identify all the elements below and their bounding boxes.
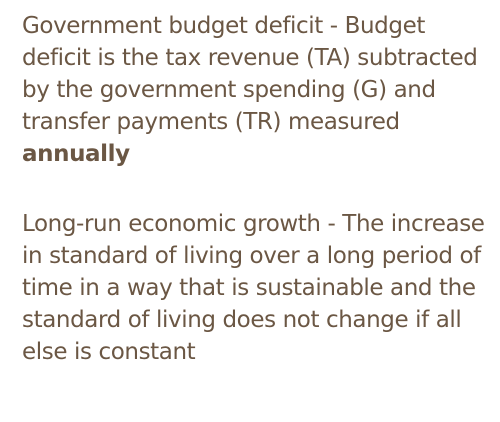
definition-long-run-growth: Long-run economic growth - The increase … [22, 208, 492, 368]
notes-content: Government budget deficit - Budget defic… [22, 10, 492, 368]
definition-budget-deficit: Government budget deficit - Budget defic… [22, 10, 492, 170]
definition-long-run-growth-text: Long-run economic growth - The increase … [22, 211, 485, 365]
emphasis-annually: annually [22, 141, 130, 167]
definition-budget-deficit-text: Government budget deficit - Budget defic… [22, 13, 478, 135]
